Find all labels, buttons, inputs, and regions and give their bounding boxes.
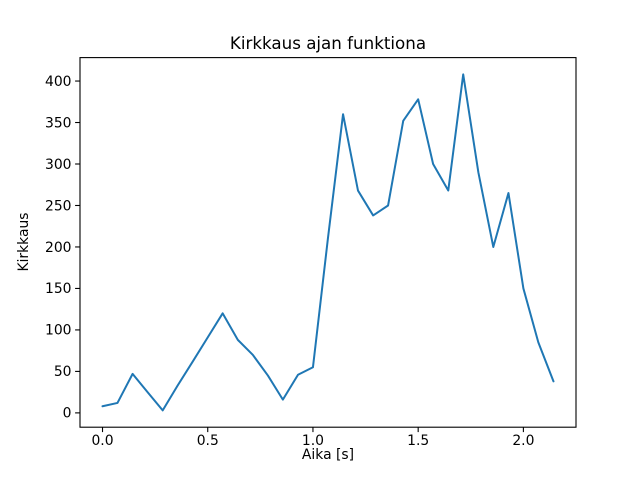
y-tick-label: 250 (45, 198, 72, 214)
y-axis-label: Kirkkaus (16, 212, 32, 272)
x-tick-label: 0.0 (91, 433, 113, 449)
y-tick-label: 100 (45, 323, 72, 339)
y-tick-label: 400 (45, 74, 72, 90)
axes-spines (79, 57, 577, 428)
y-tick-label: 50 (54, 364, 72, 380)
y-tick-label: 300 (45, 157, 72, 173)
y-tick-label: 0 (63, 406, 72, 422)
x-tick-label: 0.5 (197, 433, 219, 449)
x-axis-label: Aika [s] (301, 447, 355, 463)
y-tick-label: 200 (45, 240, 72, 256)
y-tick-label: 350 (45, 115, 72, 131)
y-tick-label: 150 (45, 281, 72, 297)
x-tick-label: 1.0 (302, 433, 324, 449)
x-tick-label: 1.5 (407, 433, 429, 449)
data-line (101, 73, 555, 412)
x-tick-label: 2.0 (512, 433, 534, 449)
chart-title: Kirkkaus ajan funktiona (229, 33, 427, 53)
